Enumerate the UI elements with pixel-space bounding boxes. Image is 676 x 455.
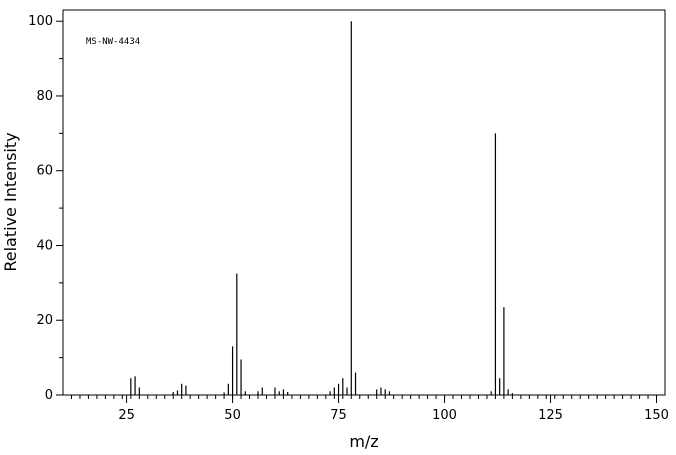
y-tick-label: 40 [36, 238, 53, 253]
x-tick-label: 25 [118, 408, 135, 423]
y-axis-title: Relative Intensity [1, 132, 20, 271]
x-tick-label: 150 [644, 408, 669, 423]
y-tick-label: 80 [36, 89, 53, 104]
x-tick-label: 100 [432, 408, 457, 423]
y-tick-label: 20 [36, 313, 53, 328]
x-axis-ticks: 25 50 75 100 125 150 [70, 395, 669, 423]
x-tick-label: 125 [538, 408, 563, 423]
x-axis-title: m/z [349, 432, 378, 451]
y-tick-label: 100 [28, 14, 53, 29]
y-axis-ticks: 0 20 40 60 80 100 [28, 14, 63, 403]
y-tick-label: 60 [36, 164, 53, 179]
y-tick-label: 0 [45, 388, 53, 403]
spectrum-peaks [130, 21, 513, 395]
x-tick-label: 50 [224, 408, 241, 423]
spectrum-id-annotation: MS-NW-4434 [86, 37, 140, 47]
plot-frame [62, 9, 666, 396]
x-tick-label: 75 [330, 408, 347, 423]
